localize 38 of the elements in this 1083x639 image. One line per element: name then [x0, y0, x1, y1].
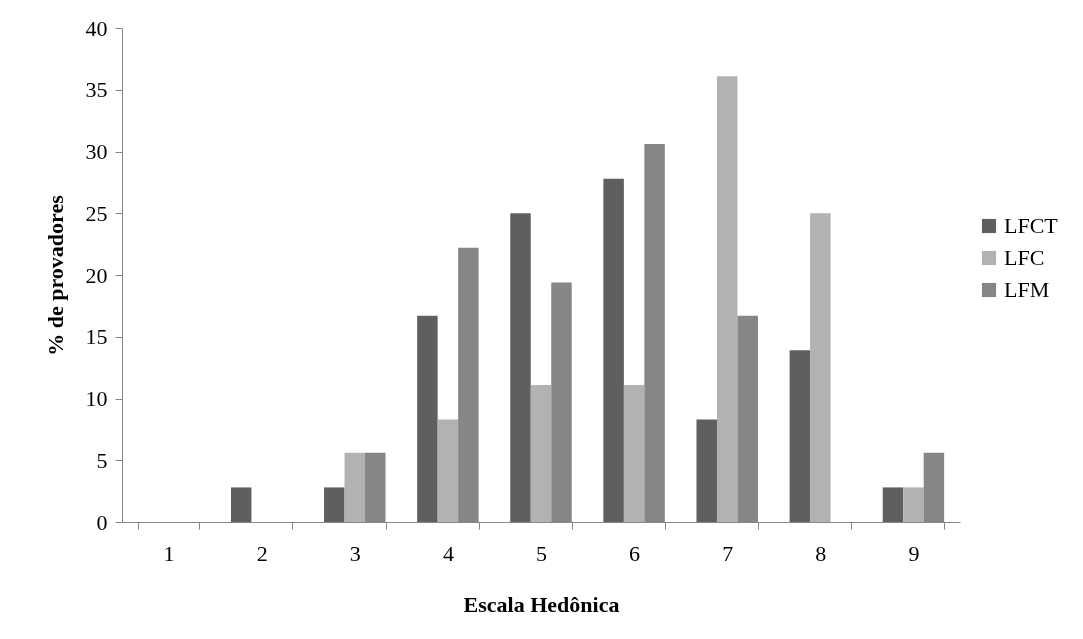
bar [417, 315, 438, 522]
legend-label: LFC [1004, 245, 1045, 270]
bar [530, 384, 552, 522]
bar [716, 76, 738, 522]
bar [230, 487, 252, 522]
bar [810, 213, 831, 522]
bar [603, 178, 624, 522]
x-axis-title: Escala Hedônica [463, 591, 620, 617]
bar [882, 487, 904, 522]
y-tick-label: 25 [85, 200, 108, 226]
x-tick-label: 9 [908, 540, 920, 566]
legend-label: LFCT [1004, 213, 1059, 238]
y-tick-label: 0 [96, 509, 108, 535]
bar [903, 487, 924, 522]
x-tick-label: 6 [629, 540, 641, 566]
x-tick-label: 7 [722, 540, 734, 566]
bar [623, 384, 645, 522]
legend-label: LFM [1004, 277, 1050, 302]
y-tick-label: 10 [85, 386, 108, 411]
bar [344, 452, 366, 522]
y-tick-label: 20 [85, 262, 108, 288]
bar [324, 487, 345, 522]
bar [510, 213, 531, 522]
y-axis-title: % de provadores [42, 194, 68, 356]
y-tick-label: 5 [96, 447, 108, 473]
x-tick-label: 8 [815, 540, 827, 566]
x-tick-label: 5 [536, 540, 547, 566]
y-tick-label: 35 [85, 77, 108, 103]
x-tick-label: 4 [442, 540, 454, 566]
bar [437, 419, 459, 522]
bar [696, 419, 717, 522]
x-tick-label: 1 [163, 540, 175, 566]
x-tick-label: 3 [349, 540, 361, 566]
y-tick-label: 40 [85, 15, 108, 41]
y-tick-label: 15 [85, 324, 108, 350]
y-tick-label: 30 [85, 139, 108, 164]
x-tick-label: 2 [256, 540, 268, 566]
bar [789, 350, 811, 522]
